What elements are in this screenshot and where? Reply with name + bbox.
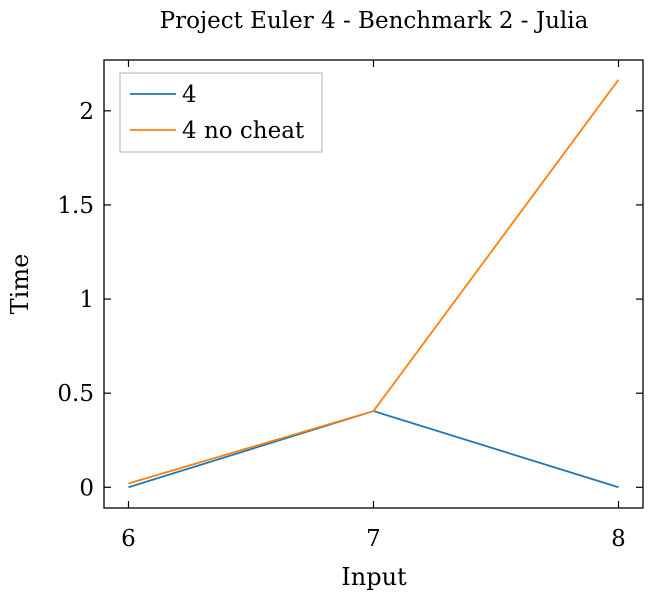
- y-axis-label: Time: [6, 254, 34, 315]
- chart-title: Project Euler 4 - Benchmark 2 - Julia: [160, 8, 589, 34]
- series-layer: [128, 79, 620, 489]
- series-line-p4-no-cheat: [128, 79, 620, 485]
- y-tick-label: 1: [79, 287, 94, 313]
- x-tick-label: 7: [366, 526, 381, 552]
- series-line-p4: [128, 410, 619, 489]
- x-axis-ticks: 6 7 8: [121, 60, 626, 552]
- x-tick-label: 8: [611, 526, 626, 552]
- legend: 4 4 no cheat: [119, 72, 323, 153]
- y-axis-ticks: 0 0.5 1 1.5 2: [57, 99, 643, 501]
- x-axis-label: Input: [341, 563, 407, 591]
- legend-box: [119, 72, 323, 153]
- legend-label: 4 no cheat: [182, 118, 305, 144]
- y-tick-label: 0: [79, 475, 94, 501]
- y-tick-label: 0.5: [57, 381, 94, 407]
- x-tick-label: 6: [121, 526, 136, 552]
- y-tick-label: 1.5: [57, 193, 94, 219]
- y-tick-label: 2: [79, 99, 94, 125]
- legend-label: 4: [182, 82, 197, 108]
